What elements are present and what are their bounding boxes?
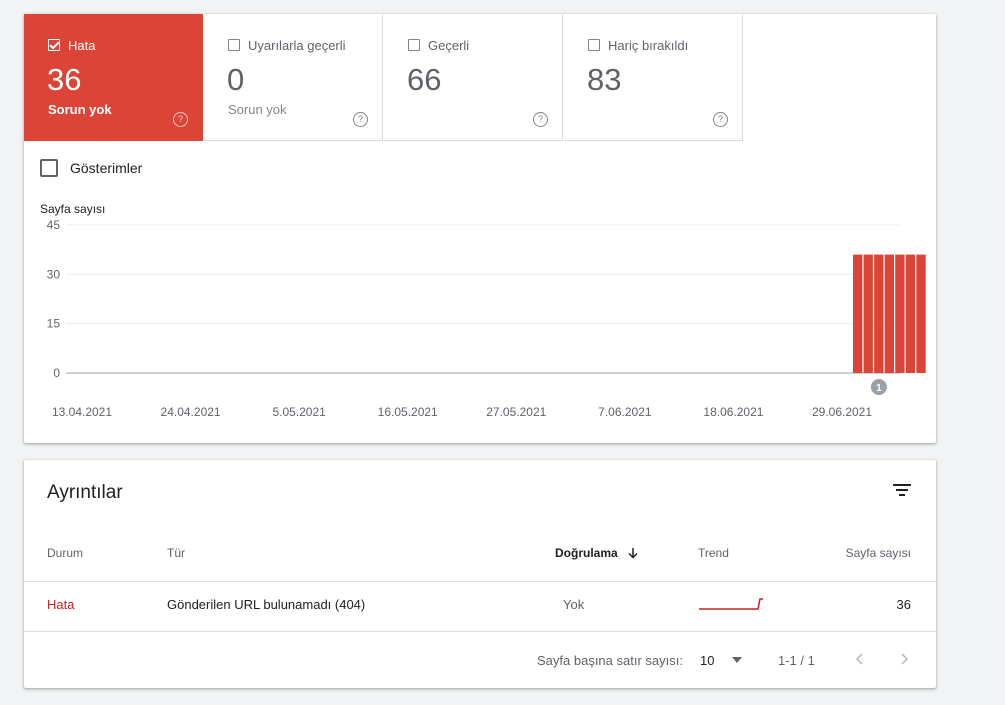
x-tick-label: 24.04.2021 — [161, 405, 221, 419]
tile-value: 83 — [587, 62, 622, 97]
y-tick-label: 15 — [47, 317, 61, 331]
dropdown-arrow-icon — [732, 657, 743, 663]
row-type: Gönderilen URL bulunamadı (404) — [167, 597, 366, 612]
x-tick-label: 16.05.2021 — [378, 405, 438, 419]
header-status[interactable]: Durum — [47, 546, 84, 560]
tile-error[interactable]: Hata 36 Sorun yok? — [24, 14, 203, 141]
x-tick-label: 27.05.2021 — [486, 405, 546, 419]
y-tick-label: 30 — [47, 267, 61, 281]
tile-label: Hata — [68, 38, 96, 53]
tile-value: 36 — [47, 62, 82, 97]
row-trend-sparkline — [699, 598, 763, 610]
chart-bar — [916, 254, 926, 373]
tile-valid[interactable]: Geçerli 66? — [384, 14, 563, 141]
impressions-label[interactable]: Gösterimler — [70, 160, 143, 176]
tile-label: Uyarılarla geçerli — [248, 38, 346, 53]
prev-page-icon[interactable] — [850, 649, 870, 669]
chart-ylabel: Sayfa sayısı — [40, 202, 106, 216]
x-tick-label: 29.06.2021 — [812, 405, 872, 419]
chart-bar — [874, 254, 884, 373]
help-icon[interactable]: ? — [713, 112, 728, 127]
tile-checkbox[interactable] — [588, 39, 600, 51]
tile-checkbox[interactable] — [408, 39, 420, 51]
y-tick-label: 0 — [53, 366, 60, 380]
row-pages: 36 — [896, 597, 911, 612]
details-card: Ayrıntılar Durum Tür Doğrulama Trend Say… — [24, 460, 936, 688]
chart-bar — [905, 254, 916, 373]
header-type[interactable]: Tür — [167, 546, 185, 560]
tile-valid-with-warnings[interactable]: Uyarılarla geçerli 0 Sorun yok? — [204, 14, 383, 141]
coverage-chart: 0 15 30 45 13.04.2021 24.04.2021 5.05.2021 16.0… — [47, 218, 926, 419]
chart-bar — [895, 254, 905, 373]
rows-per-page-label: Sayfa başına satır sayısı: — [537, 653, 683, 668]
tile-label: Hariç bırakıldı — [608, 38, 689, 53]
annotation-marker — [870, 379, 887, 395]
tile-excluded[interactable]: Hariç bırakıldı 83? — [564, 14, 743, 141]
tile-subtext: Sorun yok — [228, 102, 287, 117]
details-title: Ayrıntılar — [47, 482, 123, 503]
pagination-range: 1-1 / 1 — [778, 653, 815, 668]
y-tick-label: 45 — [47, 218, 61, 232]
tile-checkbox[interactable] — [48, 39, 60, 51]
tile-subtext: Sorun yok — [48, 102, 112, 117]
annotation-label: 1 — [876, 383, 882, 394]
help-icon[interactable]: ? — [353, 112, 368, 127]
header-trend[interactable]: Trend — [698, 546, 729, 560]
tile-checkbox[interactable] — [228, 39, 240, 51]
header-validation[interactable]: Doğrulama — [555, 546, 639, 560]
next-page-icon[interactable] — [894, 649, 914, 669]
help-icon[interactable]: ? — [533, 112, 548, 127]
tile-value: 0 — [227, 62, 245, 97]
row-status: Hata — [47, 597, 75, 612]
chart-bar — [863, 254, 873, 373]
tile-value: 66 — [407, 62, 442, 97]
x-tick-label: 18.06.2021 — [703, 405, 763, 419]
row-validation: Yok — [563, 597, 585, 612]
x-tick-label: 13.04.2021 — [52, 405, 112, 419]
rows-per-page-value: 10 — [700, 653, 715, 668]
sort-arrow-down-icon — [628, 548, 638, 559]
row-divider — [24, 631, 936, 632]
tile-label: Geçerli — [428, 38, 470, 53]
x-tick-label: 7.06.2021 — [598, 405, 652, 419]
rows-per-page-select[interactable]: 10 — [700, 653, 743, 668]
header-divider — [24, 581, 936, 582]
coverage-card: Hata 36 Sorun yok? Uyarılarla geçerli 0 Sorun… — [24, 14, 936, 443]
chart-bar — [852, 254, 863, 373]
filter-icon[interactable] — [892, 482, 912, 498]
header-pages[interactable]: Sayfa sayısı — [845, 546, 911, 560]
header-validation-label: Doğrulama — [555, 546, 618, 560]
impressions-checkbox[interactable] — [40, 159, 58, 177]
x-tick-label: 5.05.2021 — [272, 405, 326, 419]
chart-bar — [884, 254, 895, 373]
help-icon[interactable]: ? — [173, 112, 188, 127]
